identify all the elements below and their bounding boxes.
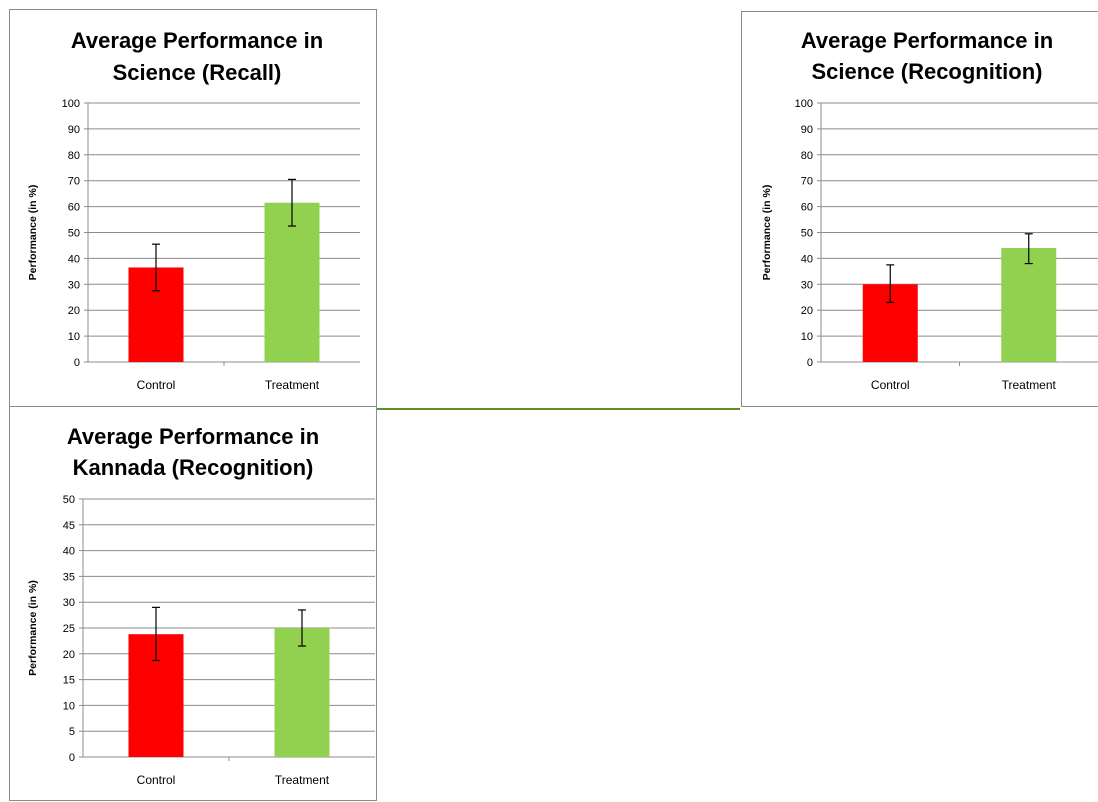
y-axis-label: Performance (in %) xyxy=(27,185,39,281)
chart-panel-science-recognition: Average Performance in Science (Recogniti… xyxy=(741,11,1098,407)
y-tick-label: 50 xyxy=(68,228,80,240)
chart-panel-science-recall: Average Performance in Science (Recall) 0 1… xyxy=(9,9,377,407)
y-tick-label: 100 xyxy=(795,98,813,110)
y-tick-label: 60 xyxy=(68,202,80,214)
x-category-label: Treatment xyxy=(275,773,330,787)
y-tick-label: 80 xyxy=(801,150,813,162)
chart-title-line-2: Science (Recall) xyxy=(113,60,282,85)
x-category-label: Control xyxy=(137,773,176,787)
y-axis-label: Performance (in %) xyxy=(27,580,39,676)
y-tick-label: 10 xyxy=(68,331,80,343)
y-tick-label: 0 xyxy=(74,357,80,369)
chart-panel-kannada-recognition: Average Performance in Kannada (Recogniti… xyxy=(9,406,377,801)
y-tick-label: 10 xyxy=(63,700,75,712)
y-tick-label: 40 xyxy=(63,546,75,558)
y-tick-label: 5 xyxy=(69,726,75,738)
y-tick-label: 20 xyxy=(68,305,80,317)
chart-title-line-1: Average Performance in xyxy=(801,28,1053,53)
y-tick-label: 15 xyxy=(63,675,75,687)
y-tick-label: 90 xyxy=(68,124,80,136)
chart-title-line-1: Average Performance in xyxy=(71,28,323,53)
chart-science-recognition: Average Performance in Science (Recogniti… xyxy=(761,28,1098,392)
y-tick-label: 45 xyxy=(63,520,75,532)
y-tick-label: 70 xyxy=(801,176,813,188)
y-tick-label: 40 xyxy=(68,253,80,265)
y-tick-label: 30 xyxy=(63,597,75,609)
y-tick-label: 50 xyxy=(801,228,813,240)
bar-treatment xyxy=(1001,248,1057,362)
y-tick-label: 80 xyxy=(68,150,80,162)
y-tick-label: 30 xyxy=(68,279,80,291)
y-tick-label: 10 xyxy=(801,331,813,343)
chart-kannada-recognition: Average Performance in Kannada (Recogniti… xyxy=(27,424,375,787)
chart-science-recall: Average Performance in Science (Recall) 0 1… xyxy=(27,28,360,392)
y-tick-label: 100 xyxy=(62,98,80,110)
bar-treatment xyxy=(274,628,330,757)
y-tick-label: 25 xyxy=(63,623,75,635)
x-category-label: Control xyxy=(137,378,176,392)
x-category-label: Treatment xyxy=(265,378,320,392)
x-category-label: Treatment xyxy=(1002,378,1057,392)
y-tick-label: 20 xyxy=(801,305,813,317)
y-tick-label: 70 xyxy=(68,176,80,188)
y-tick-label: 0 xyxy=(69,752,75,764)
y-tick-label: 90 xyxy=(801,124,813,136)
chart-title-line-2: Kannada (Recognition) xyxy=(73,455,314,480)
y-tick-label: 20 xyxy=(63,649,75,661)
divider-line xyxy=(377,408,740,410)
chart-title-line-1: Average Performance in xyxy=(67,424,319,449)
y-tick-label: 30 xyxy=(801,279,813,291)
y-tick-label: 60 xyxy=(801,202,813,214)
y-tick-label: 50 xyxy=(63,494,75,506)
y-tick-label: 35 xyxy=(63,571,75,583)
y-axis-label: Performance (in %) xyxy=(761,185,773,281)
bar-treatment xyxy=(264,202,320,362)
chart-title-line-2: Science (Recognition) xyxy=(811,59,1042,84)
y-tick-label: 0 xyxy=(807,357,813,369)
y-tick-label: 40 xyxy=(801,253,813,265)
x-category-label: Control xyxy=(871,378,910,392)
